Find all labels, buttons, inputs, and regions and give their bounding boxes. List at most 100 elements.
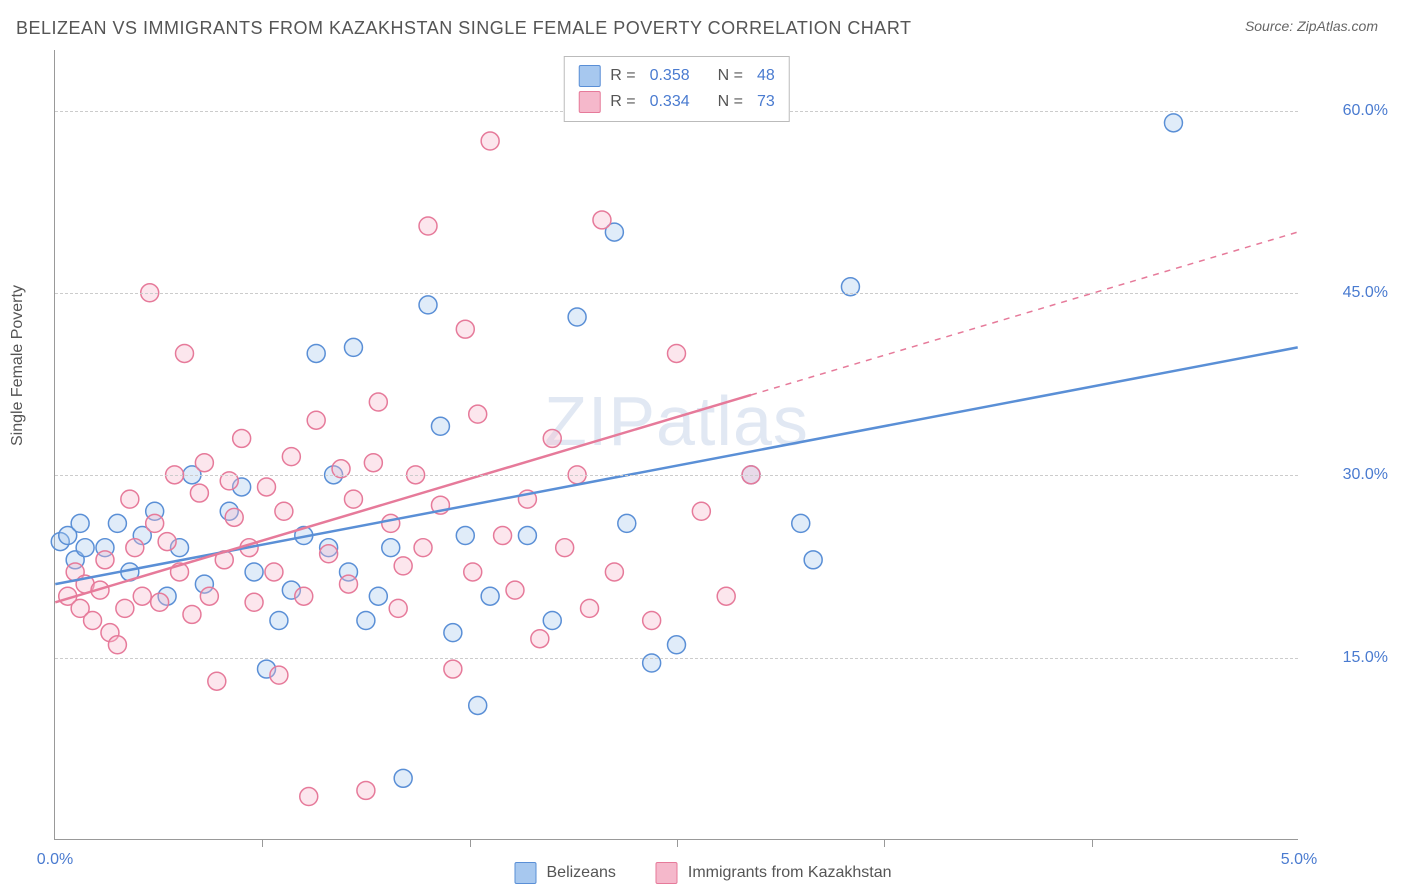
scatter-point bbox=[717, 587, 735, 605]
scatter-point bbox=[444, 624, 462, 642]
scatter-point bbox=[190, 484, 208, 502]
legend-row-kazakhstan: R = 0.334 N = 73 bbox=[578, 89, 775, 115]
scatter-point bbox=[419, 217, 437, 235]
scatter-point bbox=[116, 599, 134, 617]
legend-label-belizeans: Belizeans bbox=[547, 864, 616, 882]
x-tick-label: 5.0% bbox=[1281, 851, 1317, 869]
scatter-point bbox=[1164, 114, 1182, 132]
scatter-point bbox=[419, 296, 437, 314]
scatter-point bbox=[158, 533, 176, 551]
scatter-point bbox=[804, 551, 822, 569]
n-label: N = bbox=[718, 67, 743, 85]
legend-swatch-belizeans bbox=[578, 65, 600, 87]
correlation-legend: R = 0.358 N = 48 R = 0.334 N = 73 bbox=[563, 56, 790, 122]
scatter-point bbox=[444, 660, 462, 678]
legend-label-kazakhstan: Immigrants from Kazakhstan bbox=[688, 864, 892, 882]
scatter-point bbox=[270, 612, 288, 630]
scatter-point bbox=[96, 551, 114, 569]
y-tick-label: 15.0% bbox=[1308, 649, 1388, 667]
x-tick-label: 0.0% bbox=[37, 851, 73, 869]
scatter-point bbox=[506, 581, 524, 599]
scatter-point bbox=[307, 411, 325, 429]
scatter-point bbox=[265, 563, 283, 581]
scatter-point bbox=[183, 605, 201, 623]
scatter-point bbox=[233, 429, 251, 447]
scatter-point bbox=[518, 527, 536, 545]
scatter-point bbox=[605, 563, 623, 581]
scatter-point bbox=[464, 563, 482, 581]
scatter-point bbox=[394, 769, 412, 787]
scatter-point bbox=[307, 344, 325, 362]
scatter-point bbox=[431, 417, 449, 435]
scatter-point bbox=[133, 587, 151, 605]
scatter-point bbox=[394, 557, 412, 575]
scatter-point bbox=[340, 575, 358, 593]
source-name: ZipAtlas.com bbox=[1297, 18, 1378, 34]
scatter-point bbox=[121, 490, 139, 508]
scatter-point bbox=[225, 508, 243, 526]
legend-swatch-kazakhstan bbox=[578, 91, 600, 113]
x-minor-tick bbox=[262, 839, 263, 847]
legend-row-belizeans: R = 0.358 N = 48 bbox=[578, 63, 775, 89]
scatter-point bbox=[481, 587, 499, 605]
scatter-point bbox=[643, 654, 661, 672]
scatter-point bbox=[108, 636, 126, 654]
legend-swatch-kazakhstan bbox=[656, 862, 678, 884]
scatter-point bbox=[593, 211, 611, 229]
scatter-point bbox=[245, 593, 263, 611]
y-axis-label: Single Female Poverty bbox=[9, 285, 27, 446]
scatter-point bbox=[300, 788, 318, 806]
legend-item-belizeans: Belizeans bbox=[515, 862, 616, 884]
y-tick-label: 60.0% bbox=[1308, 102, 1388, 120]
legend-swatch-belizeans bbox=[515, 862, 537, 884]
scatter-point bbox=[618, 514, 636, 532]
gridline-h bbox=[55, 658, 1298, 659]
scatter-point bbox=[195, 454, 213, 472]
legend-item-kazakhstan: Immigrants from Kazakhstan bbox=[656, 862, 892, 884]
series-legend: Belizeans Immigrants from Kazakhstan bbox=[515, 862, 892, 884]
n-label: N = bbox=[718, 93, 743, 111]
scatter-point bbox=[320, 545, 338, 563]
scatter-point bbox=[282, 448, 300, 466]
scatter-point bbox=[692, 502, 710, 520]
scatter-point bbox=[481, 132, 499, 150]
scatter-point bbox=[494, 527, 512, 545]
scatter-point bbox=[258, 478, 276, 496]
scatter-point bbox=[643, 612, 661, 630]
scatter-point bbox=[364, 454, 382, 472]
scatter-point bbox=[71, 514, 89, 532]
x-minor-tick bbox=[470, 839, 471, 847]
r-value-belizeans: 0.358 bbox=[650, 67, 690, 85]
r-label: R = bbox=[610, 67, 635, 85]
scatter-point bbox=[108, 514, 126, 532]
scatter-point bbox=[389, 599, 407, 617]
scatter-point bbox=[295, 587, 313, 605]
scatter-point bbox=[245, 563, 263, 581]
scatter-point bbox=[668, 344, 686, 362]
trend-line-dashed bbox=[751, 232, 1298, 395]
gridline-h bbox=[55, 293, 1298, 294]
scatter-point bbox=[208, 672, 226, 690]
scatter-point bbox=[270, 666, 288, 684]
scatter-point bbox=[543, 429, 561, 447]
gridline-h bbox=[55, 475, 1298, 476]
n-value-kazakhstan: 73 bbox=[757, 93, 775, 111]
scatter-point bbox=[543, 612, 561, 630]
scatter-point bbox=[382, 539, 400, 557]
scatter-point bbox=[469, 405, 487, 423]
scatter-point bbox=[556, 539, 574, 557]
r-value-kazakhstan: 0.334 bbox=[650, 93, 690, 111]
n-value-belizeans: 48 bbox=[757, 67, 775, 85]
scatter-point bbox=[369, 587, 387, 605]
r-label: R = bbox=[610, 93, 635, 111]
scatter-point bbox=[275, 502, 293, 520]
scatter-point bbox=[456, 320, 474, 338]
scatter-point bbox=[344, 490, 362, 508]
trend-line bbox=[55, 347, 1297, 584]
chart-title: BELIZEAN VS IMMIGRANTS FROM KAZAKHSTAN S… bbox=[16, 18, 912, 39]
scatter-point bbox=[469, 696, 487, 714]
scatter-point bbox=[581, 599, 599, 617]
scatter-point bbox=[357, 612, 375, 630]
scatter-point bbox=[176, 344, 194, 362]
scatter-point bbox=[344, 338, 362, 356]
